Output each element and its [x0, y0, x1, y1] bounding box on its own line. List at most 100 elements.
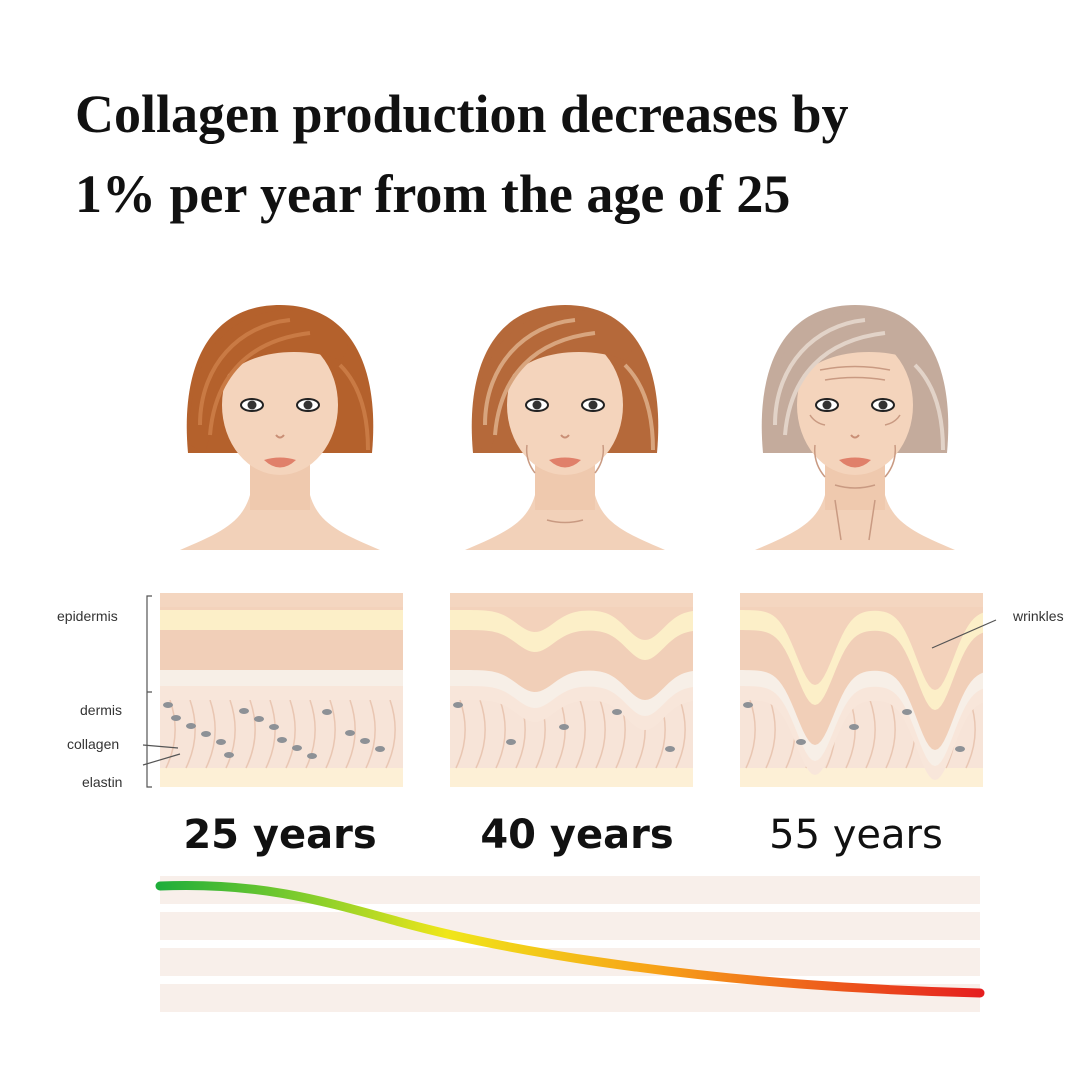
pupil — [822, 400, 832, 410]
elastin-layer — [160, 768, 403, 787]
pupil — [247, 400, 257, 410]
collagen-cell — [307, 753, 317, 759]
face-skin — [797, 335, 913, 475]
collagen-cell — [453, 702, 463, 708]
pupil — [532, 400, 542, 410]
hair-front — [474, 310, 633, 453]
pupil — [588, 400, 598, 410]
skin-layer — [740, 593, 983, 690]
title-line: Collagen production decreases by — [75, 84, 849, 144]
pupil — [303, 400, 313, 410]
skin-section — [450, 593, 693, 787]
hair-streak — [773, 318, 945, 451]
age-label: 25 years — [183, 812, 376, 858]
collagen-cell — [163, 702, 173, 708]
shoulders — [755, 495, 955, 550]
fiber — [325, 699, 336, 769]
collagen-cell — [224, 752, 234, 758]
collagen-cell — [292, 745, 302, 751]
fiber — [765, 699, 776, 769]
fiber — [865, 699, 876, 769]
fiber — [245, 699, 256, 769]
skin-section — [740, 593, 983, 787]
title-line: 1% per year from the age of 25 — [75, 164, 790, 224]
hair-front — [764, 310, 923, 453]
collagen-cell — [955, 746, 965, 752]
fiber — [595, 699, 606, 769]
trend-curve — [155, 880, 985, 998]
collagen-cell — [186, 723, 196, 729]
elastin-layer — [740, 768, 983, 787]
mouth — [549, 457, 581, 468]
skin-sections — [160, 593, 983, 787]
label: dermis — [80, 702, 122, 718]
fiber — [285, 699, 296, 769]
collagen-cell — [559, 724, 569, 730]
face-skin — [507, 335, 623, 475]
pointer — [142, 619, 997, 766]
fiber — [205, 699, 216, 769]
nose — [560, 434, 570, 439]
age-label: 55 years — [769, 812, 943, 858]
fiber — [345, 699, 356, 769]
label: epidermis — [57, 608, 118, 624]
band — [160, 912, 980, 940]
surface — [160, 593, 403, 607]
collagen-cell — [239, 708, 249, 714]
fiber — [885, 699, 896, 769]
collagen-cell — [612, 709, 622, 715]
face-skin — [222, 335, 338, 475]
skin-labels: epidermis dermis collagen elastin wrinkl… — [57, 595, 1064, 790]
fiber — [225, 699, 236, 769]
collagen-cell — [216, 739, 226, 745]
collagen-cell — [796, 739, 806, 745]
collagen-cell — [171, 715, 181, 721]
fiber — [265, 699, 276, 769]
faces — [180, 305, 955, 550]
collagen-cell — [201, 731, 211, 737]
face — [465, 305, 665, 550]
collagen-cell — [743, 702, 753, 708]
collagen-cell — [902, 709, 912, 715]
label: elastin — [82, 774, 122, 790]
fiber — [185, 699, 196, 769]
pupil — [878, 400, 888, 410]
collagen-cell — [375, 746, 385, 752]
hair-streak — [483, 318, 655, 451]
collagen-cell — [322, 709, 332, 715]
face — [755, 305, 955, 550]
fiber — [675, 699, 686, 769]
band — [160, 948, 980, 976]
age-label: 40 years — [480, 812, 673, 858]
face — [180, 305, 380, 550]
fiber — [475, 699, 486, 769]
hair-front — [189, 310, 348, 453]
surface — [740, 593, 983, 607]
fiber — [575, 699, 586, 769]
surface — [450, 593, 693, 607]
mouth — [264, 457, 296, 468]
fiber — [495, 699, 506, 769]
nose — [275, 434, 285, 439]
wrinkle-lines — [525, 444, 605, 524]
shoulders — [180, 495, 380, 550]
collagen-cell — [849, 724, 859, 730]
nose — [850, 434, 860, 439]
collagen-cell — [345, 730, 355, 736]
collagen-cell — [269, 724, 279, 730]
hair-streak — [198, 318, 370, 451]
collagen-cell — [360, 738, 370, 744]
collagen-cell — [254, 716, 264, 722]
bracket — [146, 595, 152, 788]
elastin-layer — [450, 768, 693, 787]
fiber — [385, 699, 396, 769]
mouth — [839, 457, 871, 468]
skin-section — [160, 593, 403, 787]
label: collagen — [67, 736, 119, 752]
label: wrinkles — [1012, 608, 1064, 624]
collagen-cell — [506, 739, 516, 745]
fiber — [365, 699, 376, 769]
fiber — [305, 699, 316, 769]
collagen-cell — [665, 746, 675, 752]
